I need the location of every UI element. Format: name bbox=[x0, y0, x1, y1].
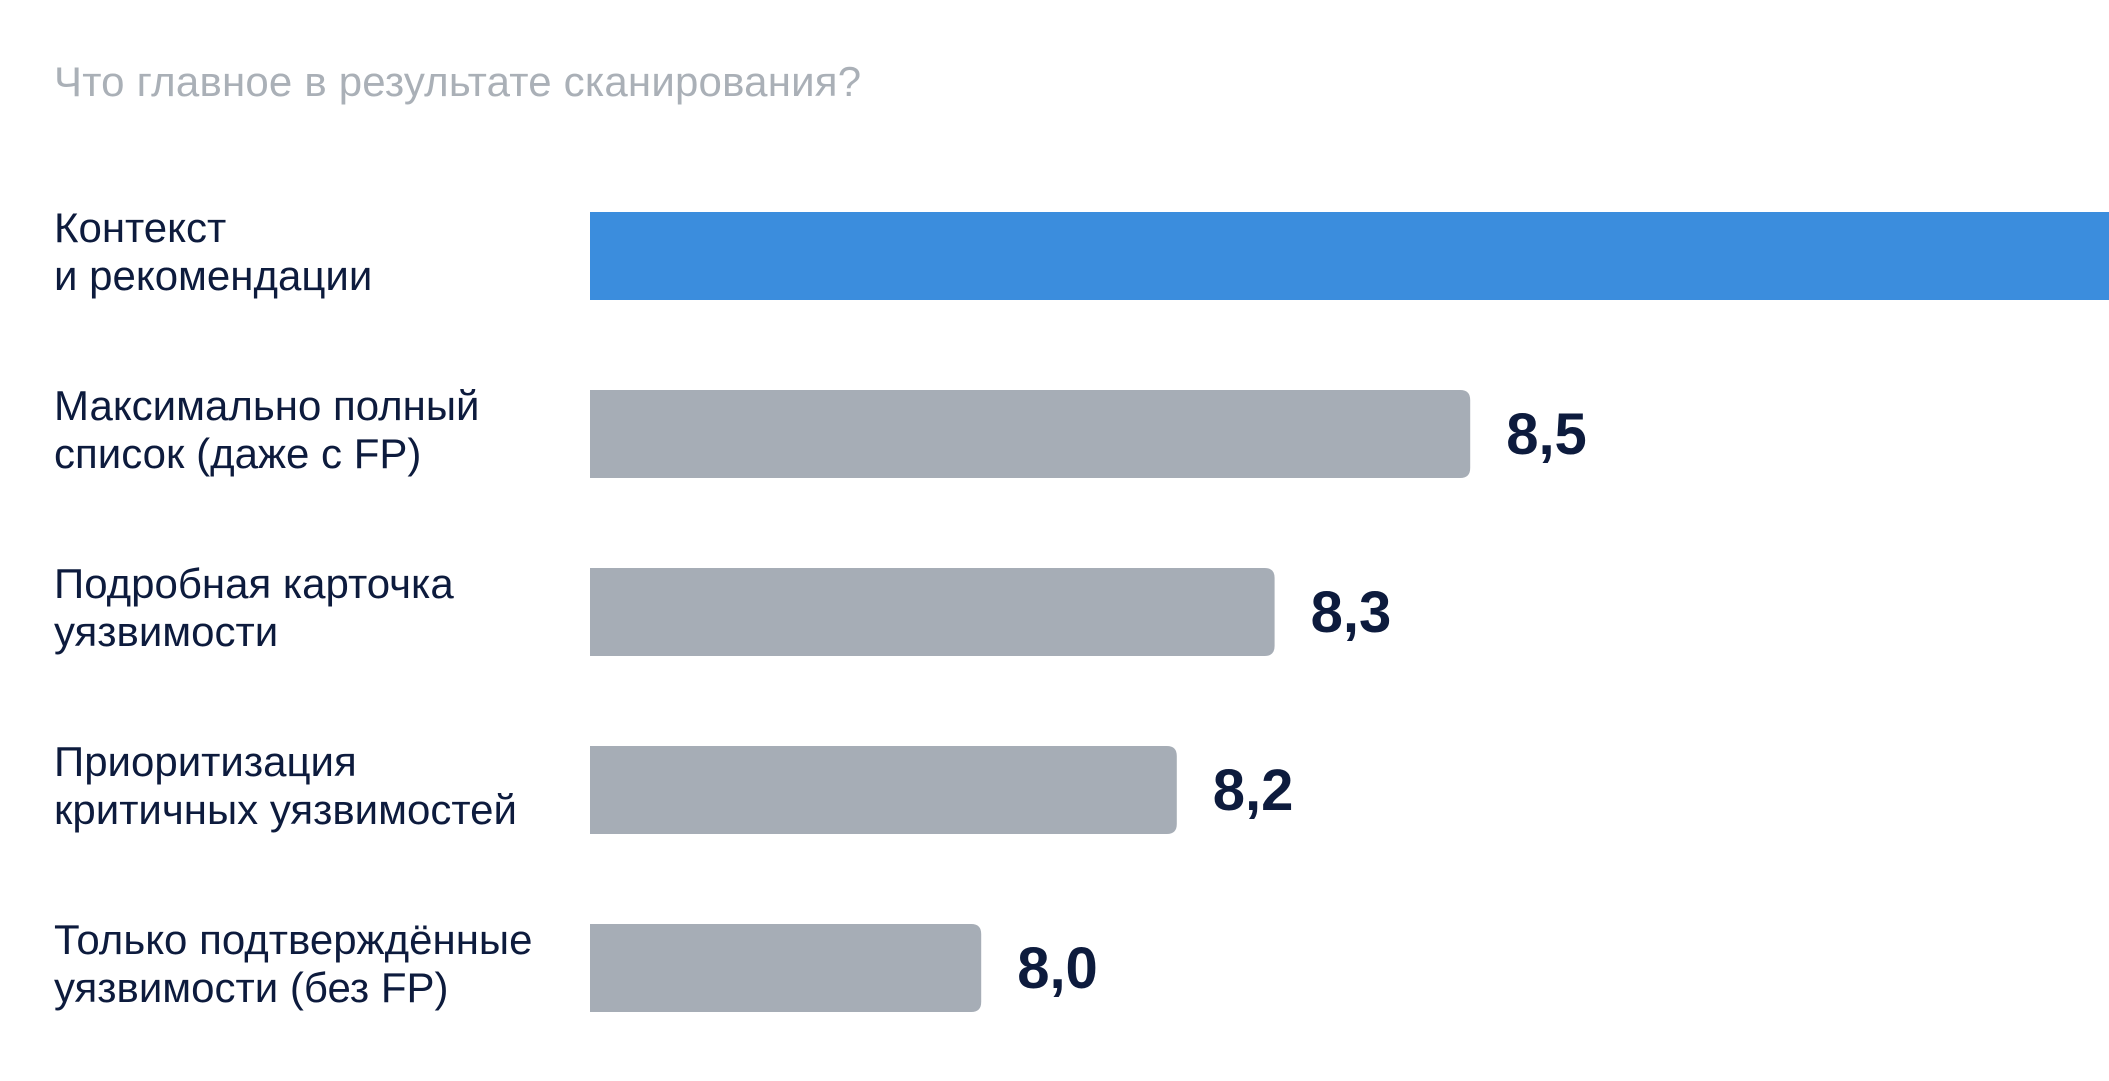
value-label: 8,3 bbox=[1311, 580, 1392, 645]
bar bbox=[590, 746, 1177, 834]
chart-title: Что главное в результате сканирования? bbox=[54, 58, 862, 105]
bar-highlighted bbox=[590, 212, 2109, 300]
category-label: Приоритизация критичных уязвимостей bbox=[54, 738, 517, 833]
bar bbox=[590, 568, 1275, 656]
value-label: 8,2 bbox=[1213, 758, 1294, 823]
bar bbox=[590, 390, 1471, 478]
category-label: Подробная карточка уязвимости bbox=[54, 560, 454, 655]
category-label: Контекст и рекомендации bbox=[54, 204, 373, 299]
value-label: 8,5 bbox=[1506, 402, 1587, 467]
category-label: Максимально полный список (даже с FP) bbox=[54, 382, 480, 477]
value-label: 8,0 bbox=[1017, 936, 1098, 1001]
category-label: Только подтверждённые уязвимости (без FP… bbox=[54, 916, 533, 1011]
bar bbox=[590, 924, 982, 1012]
